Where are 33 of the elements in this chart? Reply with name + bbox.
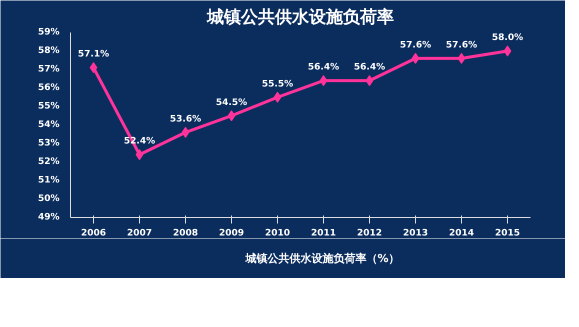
y-tick-label: 57% [38, 64, 60, 74]
x-tick-label: 2009 [218, 228, 244, 238]
data-label: 53.6% [170, 114, 202, 124]
y-tick-label: 50% [38, 194, 60, 204]
y-tick-label: 55% [38, 102, 60, 112]
y-tick-label: 56% [38, 83, 60, 93]
data-label: 58.0% [492, 33, 524, 43]
y-tick-label: 59% [38, 28, 60, 38]
data-label: 57.1% [78, 50, 110, 60]
point [504, 46, 512, 56]
x-tick-label: 2015 [494, 228, 520, 238]
x-tick-label: 2012 [356, 228, 382, 238]
y-tick-label: 52% [38, 157, 60, 167]
text: 城镇公共供水设施负荷率（%） [245, 250, 400, 266]
x-tick-label: 2013 [402, 228, 428, 238]
chart-title: 城镇公共供水设施负荷率 [206, 8, 394, 28]
x-tick-label: 2006 [80, 228, 106, 238]
x-tick-label: 2008 [172, 228, 198, 238]
data-label: 57.6% [446, 40, 478, 50]
data-label: 54.5% [216, 98, 248, 108]
data-label: 56.4% [354, 62, 386, 73]
data-label: 55.5% [262, 79, 294, 90]
x-tick-label: 2007 [126, 228, 152, 238]
y-tick-label: 51% [38, 176, 60, 186]
data-label: 56.4% [308, 62, 340, 73]
y-tick-label: 54% [38, 120, 60, 130]
data-label: 57.6% [400, 40, 432, 50]
y-tick-label: 53% [38, 138, 60, 148]
x-tick-label: 2010 [264, 228, 290, 238]
x-tick-label: 2014 [448, 228, 474, 238]
x-tick-label: 2011 [310, 228, 336, 238]
y-tick-label: 49% [38, 212, 60, 222]
y-tick-label: 58% [38, 46, 60, 56]
